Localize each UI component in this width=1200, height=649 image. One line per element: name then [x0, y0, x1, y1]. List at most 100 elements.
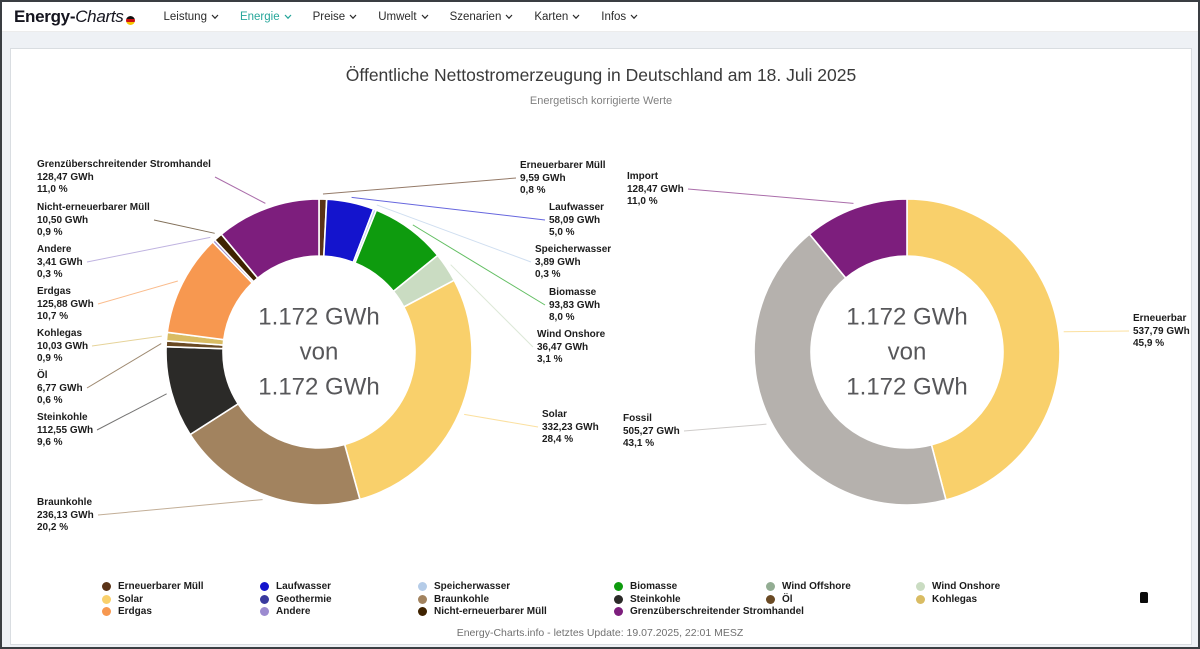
slice-label-percent: 20,2 % — [37, 522, 69, 533]
donut-segment-fossil[interactable] — [753, 232, 947, 506]
legend-dot-icon — [614, 594, 623, 604]
slice-label-speicherwasser: Speicherwasser 3,89 GWh 0,3 % — [535, 244, 611, 282]
slice-label-name: Andere — [37, 244, 72, 255]
legend-item-label: Erneuerbarer Müll — [118, 581, 204, 592]
slice-label-value: 36,47 GWh — [537, 341, 589, 353]
footer-update-text: Energy-Charts.info - letztes Update: 19.… — [456, 627, 744, 639]
slice-label-solar: Solar 332,23 GWh 28,4 % — [542, 409, 599, 447]
donut-segment-solar[interactable] — [343, 279, 473, 501]
nav-item-label: Umwelt — [378, 10, 417, 23]
chevron-down-icon — [630, 14, 638, 20]
donut-center-text: 1.172 GWh von 1.172 GWh — [846, 303, 968, 401]
slice-label-name: Erneuerbar — [1133, 313, 1187, 324]
slice-label-name: Nicht-erneuerbarer Müll — [37, 202, 150, 213]
slice-label-value: 128,47 GWh — [627, 183, 684, 195]
legend-item-andere[interactable]: Andere — [260, 606, 332, 617]
legend-item-solar[interactable]: Solar — [102, 594, 204, 605]
legend-dot-icon — [614, 607, 623, 616]
nav-item-energie[interactable]: Energie — [240, 11, 292, 23]
legend-item-laufwasser[interactable]: Laufwasser — [260, 581, 332, 592]
slice-label-andere: Andere 3,41 GWh 0,3 % — [37, 244, 83, 282]
legend-item-erneuerbarer-müll[interactable]: Erneuerbarer Müll — [102, 581, 204, 592]
legend-dot-icon — [418, 607, 427, 616]
legend-dot-icon — [916, 594, 925, 604]
slice-label-fossil: Fossil 505,27 GWh 43,1 % — [623, 413, 680, 451]
nav-item-label: Energie — [239, 10, 280, 23]
slice-label-value: 10,03 GWh — [37, 340, 89, 352]
chevron-down-icon — [349, 14, 357, 20]
legend-item-geothermie[interactable]: Geothermie — [260, 594, 332, 605]
legend-column: Laufwasser Geothermie Andere — [260, 581, 332, 617]
legend-dot-icon — [766, 594, 775, 604]
slice-label-name: Erneuerbarer Müll — [520, 160, 606, 171]
legend-dot-icon — [102, 607, 111, 616]
logo-text-energy: Energy- — [14, 6, 76, 26]
legend-item-label: Biomasse — [630, 581, 678, 592]
donut-segment-import[interactable] — [808, 198, 908, 280]
slice-label-percent: 5,0 % — [549, 227, 575, 238]
slice-label-braunkohle: Braunkohle 236,13 GWh 20,2 % — [37, 497, 94, 535]
legend-item-speicherwasser[interactable]: Speicherwasser — [418, 581, 547, 592]
slice-label-nicht-erneuerbarer-müll: Nicht-erneuerbarer Müll 10,50 GWh 0,9 % — [37, 202, 150, 240]
legend-item-grenzüberschreitender-stromhandel[interactable]: Grenzüberschreitender Stromhandel — [614, 606, 804, 617]
slice-label-percent: 3,1 % — [537, 354, 563, 365]
logo-text-charts: Charts — [75, 6, 124, 26]
slice-label-import: Import 128,47 GWh 11,0 % — [627, 171, 684, 209]
slice-label-percent: 0,3 % — [535, 269, 561, 280]
slice-label-percent: 45,9 % — [1133, 338, 1165, 349]
slice-label-öl: Öl 6,77 GWh 0,6 % — [37, 370, 83, 408]
slice-label-erdgas: Erdgas 125,88 GWh 10,7 % — [37, 286, 94, 324]
legend-item-label: Speicherwasser — [434, 581, 511, 592]
legend-item-öl[interactable]: Öl — [766, 594, 851, 605]
chevron-down-icon — [284, 14, 292, 20]
legend-dot-icon — [418, 582, 427, 591]
nav-item-preise[interactable]: Preise — [313, 11, 358, 23]
legend-item-label: Erdgas — [118, 606, 152, 617]
legend-item-wind-offshore[interactable]: Wind Offshore — [766, 581, 851, 592]
legend-item-label: Braunkohle — [434, 593, 490, 605]
slice-label-percent: 43,1 % — [623, 438, 655, 449]
slice-label-name: Speicherwasser — [535, 244, 612, 255]
slice-label-value: 505,27 GWh — [623, 425, 680, 437]
nav-item-umwelt[interactable]: Umwelt — [378, 10, 429, 23]
slice-label-percent: 8,0 % — [549, 312, 575, 323]
legend-item-erdgas[interactable]: Erdgas — [102, 606, 204, 617]
energy-charts-logo[interactable]: Energy- Charts — [14, 6, 136, 27]
legend-item-biomasse[interactable]: Biomasse — [614, 581, 804, 592]
legend-item-label: Wind Onshore — [932, 581, 1001, 592]
legend-item-kohlegas[interactable]: Kohlegas — [916, 594, 1000, 605]
slice-label-value: 537,79 GWh — [1133, 325, 1190, 337]
nav-item-karten[interactable]: Karten — [534, 11, 580, 23]
legend-column: Wind Offshore Öl — [766, 581, 851, 605]
legend-item-nicht-erneuerbarer-müll[interactable]: Nicht-erneuerbarer Müll — [418, 606, 547, 617]
slice-label-value: 236,13 GWh — [37, 509, 94, 521]
slice-label-kohlegas: Kohlegas 10,03 GWh 0,9 % — [37, 328, 88, 366]
nav-item-szenarien[interactable]: Szenarien — [450, 11, 514, 23]
slice-label-percent: 9,6 % — [37, 437, 63, 448]
slice-label-value: 112,55 GWh — [37, 424, 94, 436]
legend-dot-icon — [102, 582, 111, 591]
nav-item-label: Preise — [312, 10, 346, 23]
nav-item-leistung[interactable]: Leistung — [163, 11, 219, 23]
legend-dot-icon — [418, 594, 427, 604]
legend-item-wind-onshore[interactable]: Wind Onshore — [916, 581, 1000, 592]
legend-item-steinkohle[interactable]: Steinkohle — [614, 594, 804, 605]
navbar: Energy- Charts Leistung Energie Preise Um… — [2, 2, 1198, 32]
german-flag-dot-icon — [126, 16, 136, 25]
slice-label-value: 3,89 GWh — [535, 256, 581, 268]
legend-item-braunkohle[interactable]: Braunkohle — [418, 594, 547, 605]
slice-label-biomasse: Biomasse 93,83 GWh 8,0 % — [549, 287, 600, 325]
legend-item-label: Laufwasser — [276, 581, 332, 592]
donut-segment-erneuerbar[interactable] — [906, 198, 1061, 501]
slice-label-value: 128,47 GWh — [37, 171, 94, 183]
black-marker-icon — [1140, 592, 1148, 603]
slice-label-name: Solar — [542, 409, 568, 420]
legend-dot-icon — [260, 582, 269, 591]
slice-label-wind-onshore: Wind Onshore 36,47 GWh 3,1 % — [537, 329, 605, 367]
donut-segment-grenzüberschreitender-stromhandel[interactable] — [220, 198, 320, 280]
slice-label-value: 6,77 GWh — [37, 382, 83, 394]
slice-label-name: Grenzüberschreitender Stromhandel — [37, 159, 211, 170]
slice-label-value: 58,09 GWh — [549, 214, 601, 226]
nav-item-infos[interactable]: Infos — [601, 11, 638, 23]
